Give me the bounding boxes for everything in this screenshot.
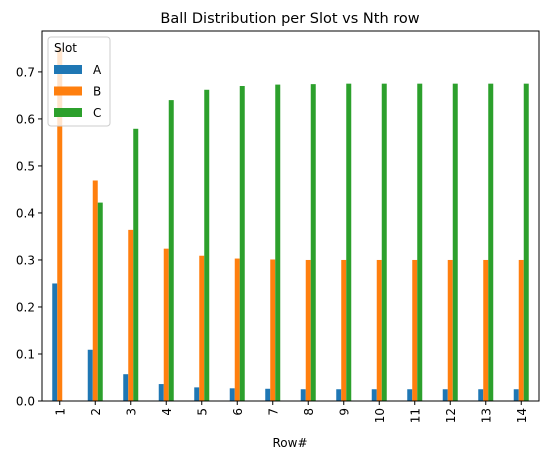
bar-c-4 <box>168 100 174 402</box>
bar-a-14 <box>513 389 519 401</box>
bar-a-6 <box>229 388 235 401</box>
x-tick-label: 10 <box>373 408 387 423</box>
bar-c-8 <box>310 84 316 401</box>
legend-title: Slot <box>54 41 77 55</box>
x-tick-label: 2 <box>89 408 103 416</box>
bar-a-3 <box>123 374 129 401</box>
bar-b-14 <box>518 259 524 401</box>
bar-b-7 <box>270 259 276 401</box>
bar-b-5 <box>199 255 205 401</box>
bar-b-2 <box>92 180 98 401</box>
bar-a-13 <box>478 389 484 401</box>
bar-a-2 <box>87 349 93 401</box>
y-tick-label: 0.0 <box>16 395 35 409</box>
bar-c-13 <box>488 83 494 401</box>
bar-c-10 <box>381 83 387 401</box>
x-tick-label: 11 <box>408 408 422 423</box>
x-tick-label: 3 <box>124 408 138 416</box>
x-axis: 1 2 3 4 5 6 7 8 9 10 11 12 13 14 <box>53 401 529 423</box>
y-tick-label: 0.2 <box>16 300 35 314</box>
bar-c-2 <box>97 202 103 401</box>
bar-c-11 <box>417 83 423 401</box>
bar-b-9 <box>341 259 347 401</box>
x-tick-label: 8 <box>302 408 316 416</box>
bar-a-7 <box>265 388 271 401</box>
bar-b-8 <box>305 259 311 401</box>
bar-b-3 <box>128 229 134 401</box>
bar-b-12 <box>447 259 453 401</box>
y-tick-label: 0.5 <box>16 159 35 173</box>
bar-c-9 <box>346 83 352 401</box>
bar-c-5 <box>204 89 210 402</box>
bar-c-7 <box>275 84 281 401</box>
legend-label-b: B <box>93 85 101 99</box>
y-tick-label: 0.1 <box>16 347 35 361</box>
bar-b-13 <box>483 259 489 401</box>
bar-a-10 <box>371 389 377 401</box>
bar-c-6 <box>239 86 245 401</box>
y-axis: 0.0 0.1 0.2 0.3 0.4 0.5 0.6 0.7 <box>16 65 42 409</box>
bar-a-11 <box>407 389 413 401</box>
x-tick-label: 4 <box>160 408 174 416</box>
bar-c-14 <box>523 83 529 401</box>
bar-a-9 <box>336 389 342 401</box>
x-axis-label: Row# <box>272 436 307 450</box>
y-tick-label: 0.4 <box>16 206 35 220</box>
plot-frame <box>41 30 540 402</box>
y-tick-label: 0.6 <box>16 112 35 126</box>
bars-group <box>52 48 529 402</box>
legend-swatch-c <box>54 108 82 117</box>
x-tick-label: 1 <box>53 408 67 416</box>
bar-b-4 <box>163 248 169 401</box>
y-tick-label: 0.3 <box>16 253 35 267</box>
y-tick-label: 0.7 <box>16 65 35 79</box>
bar-a-4 <box>158 384 164 401</box>
bar-a-12 <box>442 389 448 401</box>
legend-box <box>47 36 111 127</box>
x-tick-label: 7 <box>266 408 280 416</box>
bar-b-1 <box>57 48 63 402</box>
bar-a-5 <box>194 387 200 401</box>
bar-a-1 <box>52 283 58 401</box>
bar-c-12 <box>452 83 458 401</box>
bar-c-3 <box>133 128 139 402</box>
x-tick-label: 13 <box>479 408 493 423</box>
bar-b-6 <box>234 258 240 401</box>
x-tick-label: 14 <box>515 408 529 423</box>
legend-swatch-b <box>54 86 82 96</box>
x-tick-label: 12 <box>444 408 458 423</box>
legend-swatch-a <box>54 65 82 74</box>
bar-b-10 <box>376 259 382 401</box>
x-tick-label: 6 <box>231 408 245 416</box>
chart-title: Ball Distribution per Slot vs Nth row <box>160 11 419 27</box>
legend-label-a: A <box>93 63 102 77</box>
x-tick-label: 9 <box>337 408 351 416</box>
bar-b-11 <box>412 259 418 401</box>
bar-a-8 <box>300 389 306 401</box>
legend: Slot ABC <box>47 36 111 127</box>
legend-label-c: C <box>93 106 101 120</box>
x-tick-label: 5 <box>195 408 209 416</box>
